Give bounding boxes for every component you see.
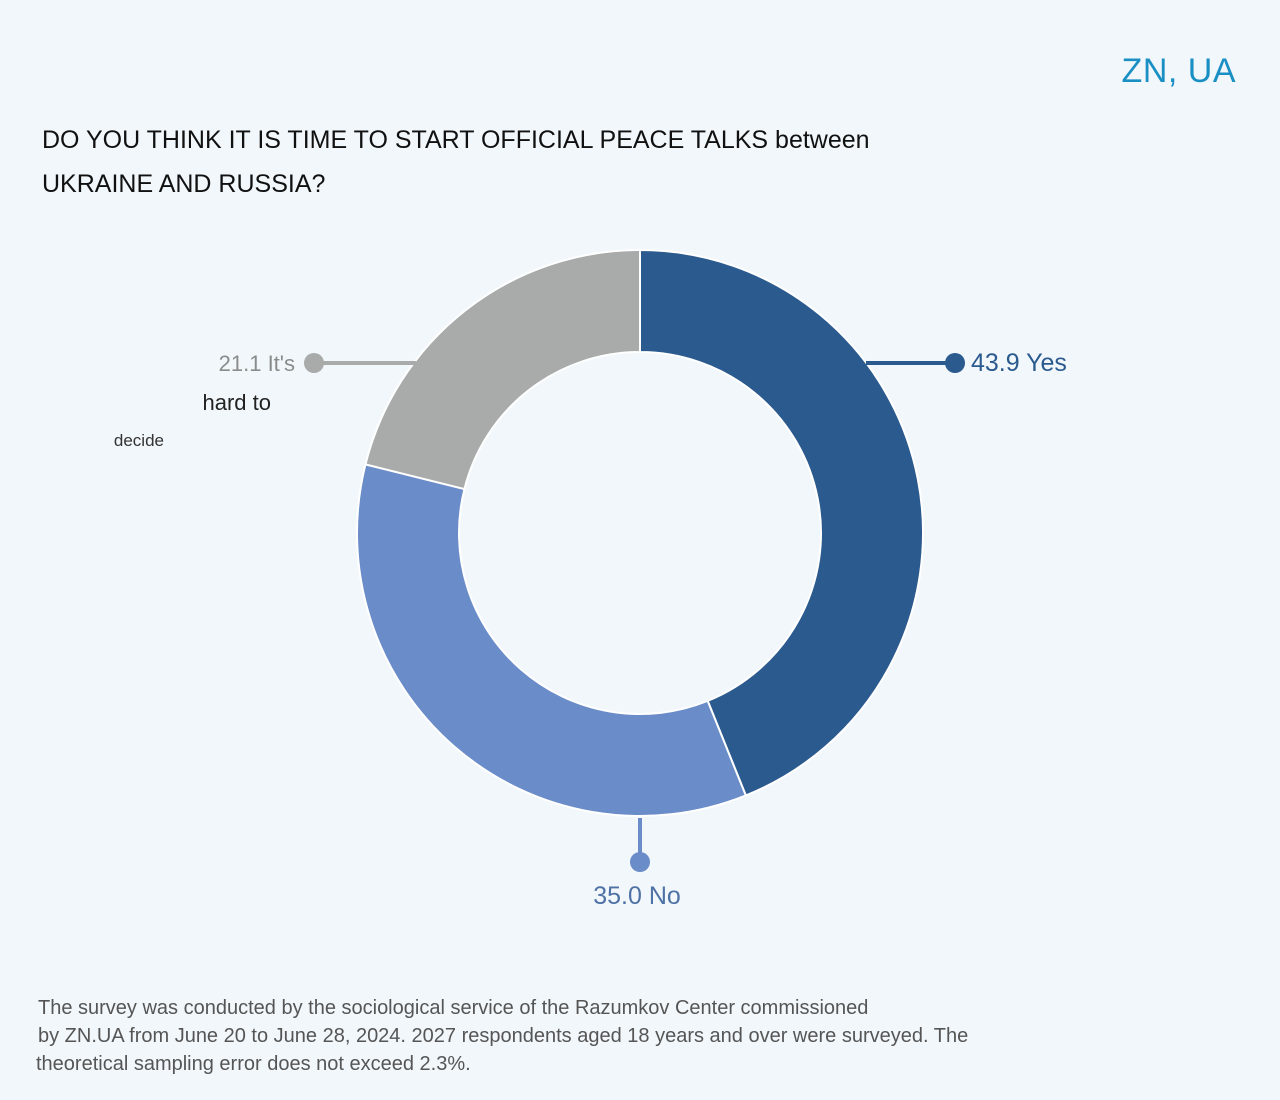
donut-slice-hard-to-decide — [364, 248, 641, 491]
leaders-layer — [304, 353, 965, 872]
slice-label-no-value: 35.0 No — [593, 882, 681, 910]
leader-dot-hard-to-decide — [304, 353, 324, 373]
survey-footnote: The survey was conducted by the sociolog… — [36, 994, 1046, 1078]
donut-slice-yes — [639, 248, 924, 797]
slice-label-hard-to-decide-line-2: hard to — [203, 390, 272, 415]
chart-title-line-2: UKRAINE AND RUSSIA? — [42, 170, 326, 198]
donut-slice-no — [356, 463, 748, 817]
slices-layer — [356, 248, 924, 817]
chart-title: DO YOU THINK IT IS TIME TO START OFFICIA… — [42, 118, 962, 206]
leader-dot-no — [630, 852, 650, 872]
leader-dot-yes — [945, 353, 965, 373]
brand-logo: ZN, UA — [1121, 52, 1236, 90]
chart-title-line-1: DO YOU THINK IT IS TIME TO START OFFICIA… — [42, 126, 870, 154]
slice-label-hard-to-decide-line-1: 21.1 It's — [219, 351, 295, 376]
slice-label-hard-to-decide-line-3: decide — [114, 431, 164, 450]
footnote-line-3: theoretical sampling error does not exce… — [36, 1053, 471, 1075]
footnote-line-2: by ZN.UA from June 20 to June 28, 2024. … — [38, 1025, 969, 1047]
footnote-line-1: The survey was conducted by the sociolog… — [38, 997, 869, 1019]
labels-layer: 43.9 Yes 35.0 No 21.1 It's hard to decid… — [114, 349, 1067, 910]
slice-label-yes-value: 43.9 Yes — [971, 349, 1067, 377]
